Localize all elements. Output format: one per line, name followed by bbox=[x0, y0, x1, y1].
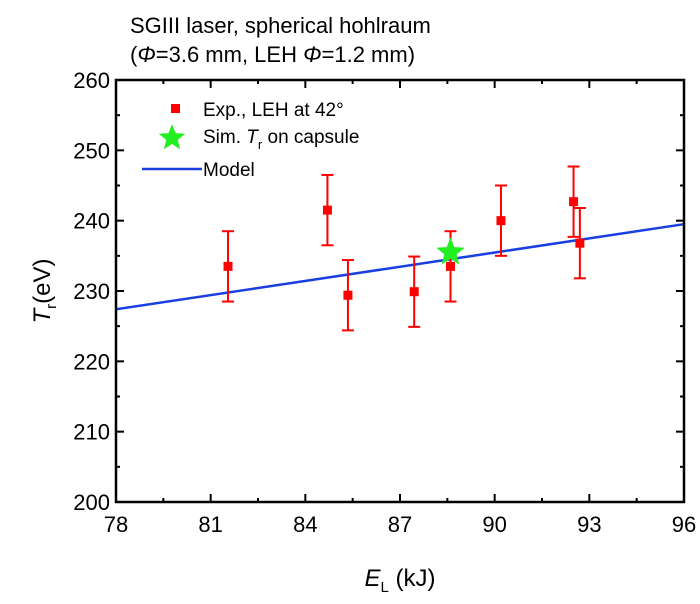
plot-frame bbox=[114, 78, 686, 504]
legend-sim-label: Sim. Tr on capsule bbox=[203, 127, 359, 152]
legend-sim-part: on capsule bbox=[262, 127, 359, 148]
legend-exp-marker bbox=[171, 104, 180, 113]
x-axis-subscript: L bbox=[381, 579, 389, 596]
tick-labels: 78 81 84 87 90 93 96 200 210 220 230 240 250 260 bbox=[73, 68, 696, 537]
sim-star-point bbox=[436, 237, 465, 265]
legend-sim-part: Sim. bbox=[203, 127, 246, 148]
y-tick-label: 240 bbox=[73, 209, 110, 234]
data-point bbox=[569, 197, 579, 207]
y-axis-unit: (eV) bbox=[29, 258, 56, 303]
y-tick-label: 200 bbox=[73, 490, 110, 515]
data-point bbox=[496, 216, 506, 226]
x-tick-label: 93 bbox=[577, 512, 601, 537]
title-part: =1.2 mm) bbox=[322, 42, 416, 67]
title-part: =3.6 mm, LEH bbox=[156, 42, 303, 67]
x-axis-symbol: E bbox=[364, 565, 381, 592]
x-axis-label: EL (kJ) bbox=[364, 565, 435, 596]
legend-exp-label: Exp., LEH at 42° bbox=[203, 100, 344, 121]
data-point bbox=[223, 261, 233, 271]
title-part-phi: Φ bbox=[137, 42, 155, 67]
axis-ticks bbox=[115, 79, 685, 503]
model-line bbox=[115, 222, 685, 311]
y-axis-label: Tr(eV) bbox=[29, 258, 60, 323]
x-tick-label: 81 bbox=[198, 512, 222, 537]
chart-title-line1: SGIII laser, spherical hohlraum bbox=[130, 13, 431, 38]
y-axis-symbol: T bbox=[29, 307, 56, 324]
y-tick-label: 260 bbox=[73, 68, 110, 93]
x-tick-label: 87 bbox=[388, 512, 412, 537]
x-tick-label: 90 bbox=[482, 512, 506, 537]
plot-layer bbox=[115, 165, 685, 332]
x-tick-label: 96 bbox=[672, 512, 696, 537]
legend-sim-symbol: T bbox=[246, 127, 259, 148]
data-point bbox=[445, 261, 455, 271]
data-point bbox=[575, 238, 585, 248]
x-tick-label: 84 bbox=[293, 512, 317, 537]
data-point bbox=[409, 287, 419, 297]
title-part-phi: Φ bbox=[303, 42, 321, 67]
chart-title-line2: (Φ=3.6 mm, LEH Φ=1.2 mm) bbox=[130, 42, 415, 67]
x-axis-unit: (kJ) bbox=[389, 565, 436, 592]
data-point bbox=[343, 290, 353, 300]
y-tick-label: 220 bbox=[73, 349, 110, 374]
legend: Exp., LEH at 42° Sim. Tr on capsule Mode… bbox=[142, 100, 359, 181]
y-axis-subscript: r bbox=[43, 304, 60, 309]
legend-model-label: Model bbox=[203, 160, 255, 181]
y-tick-label: 250 bbox=[73, 138, 110, 163]
x-tick-label: 78 bbox=[104, 512, 128, 537]
data-point bbox=[322, 205, 332, 215]
title-part: ( bbox=[130, 42, 138, 67]
y-tick-label: 210 bbox=[73, 420, 110, 445]
legend-sim-subscript: r bbox=[258, 137, 263, 152]
legend-star-icon bbox=[158, 124, 186, 150]
y-tick-label: 230 bbox=[73, 279, 110, 304]
